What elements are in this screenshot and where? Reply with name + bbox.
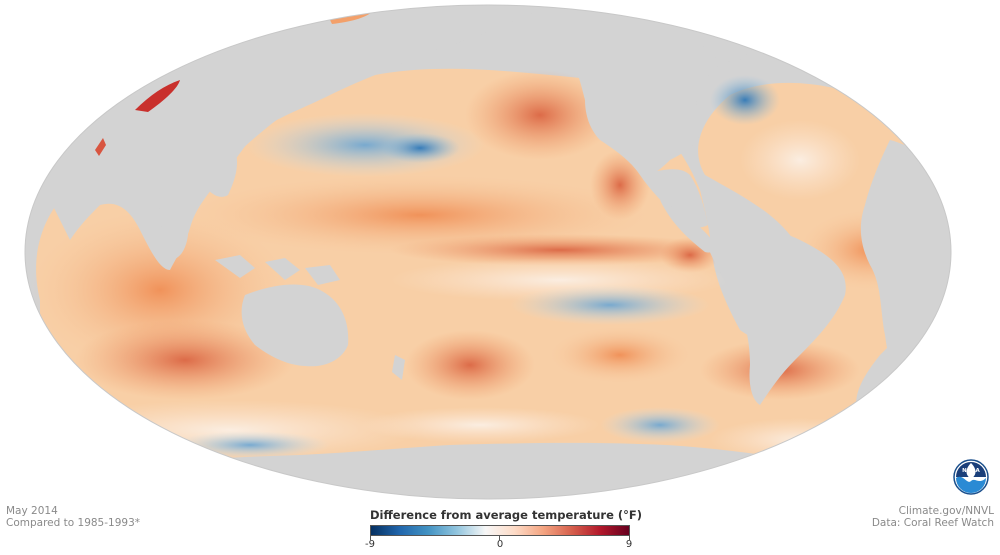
south-america — [705, 228, 846, 405]
north-atlantic-pale — [740, 120, 860, 200]
ocean-anomaly-layer — [25, 5, 951, 499]
legend-color-bar — [370, 525, 630, 536]
southern-ocean-pale-center — [360, 407, 600, 443]
baseline-note: Compared to 1985-1993* — [6, 517, 140, 529]
australia — [241, 284, 349, 367]
noaa-logo-text: NOAA — [962, 468, 980, 474]
sst-anomaly-map — [24, 4, 952, 500]
caption-left: May 2014 Compared to 1985-1993* — [6, 505, 140, 529]
arctic-warm-streak-small — [95, 138, 106, 156]
north-atlantic-cool — [710, 75, 780, 125]
south-pacific-cool-band — [510, 285, 710, 325]
tick-mid — [499, 536, 500, 540]
north-pacific-deep-cool — [380, 133, 460, 163]
map-date: May 2014 — [6, 505, 58, 517]
data-source: Data: Coral Reef Watch — [871, 517, 994, 529]
indian-ocean-hot — [75, 320, 295, 400]
color-legend: Difference from average temperature (°F)… — [365, 508, 642, 550]
indochina — [159, 200, 188, 260]
southern-ocean-cool-east — [600, 407, 720, 443]
south-pacific-warm-patch — [405, 330, 535, 400]
tick-label-min: -9 — [365, 539, 375, 550]
noaa-logo: NOAA — [953, 459, 989, 495]
arctic-warm-streak — [135, 80, 180, 112]
north-america — [560, 5, 725, 176]
new-zealand — [392, 355, 405, 380]
globe-rim — [24, 4, 952, 500]
tick-min — [370, 536, 371, 540]
tick-max — [629, 536, 630, 540]
equatorial-warm-tongue — [390, 234, 730, 266]
credit-text: Climate.gov/NNVL — [898, 505, 994, 517]
map-panel — [24, 4, 952, 500]
gulf-of-alaska-warm — [465, 70, 615, 160]
legend-ticks: -9 0 9 — [365, 536, 633, 550]
south-pacific-warm-east — [550, 327, 690, 383]
tick-label-max: 9 — [625, 539, 633, 550]
indonesia-islands — [215, 255, 340, 285]
legend-title: Difference from average temperature (°F) — [370, 508, 642, 522]
central-america — [660, 200, 714, 253]
north-america-east — [640, 169, 708, 228]
east-asia-coast — [200, 149, 238, 197]
noaa-logo-wave — [956, 476, 986, 493]
barents-warm-streak — [330, 12, 372, 24]
noaa-logo-bird — [966, 463, 976, 479]
tick-label-mid: 0 — [496, 539, 504, 550]
antarctica — [25, 442, 951, 499]
caption-right: Climate.gov/NNVL Data: Coral Reef Watch — [872, 505, 994, 529]
